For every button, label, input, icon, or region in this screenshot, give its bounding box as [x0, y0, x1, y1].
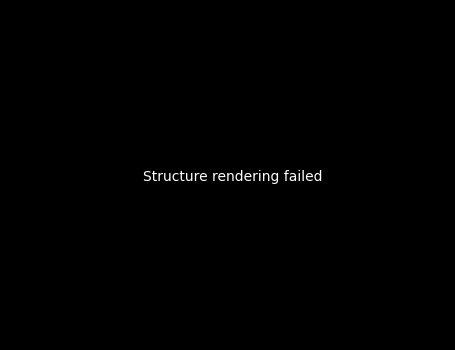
- Text: Structure rendering failed: Structure rendering failed: [143, 170, 323, 184]
